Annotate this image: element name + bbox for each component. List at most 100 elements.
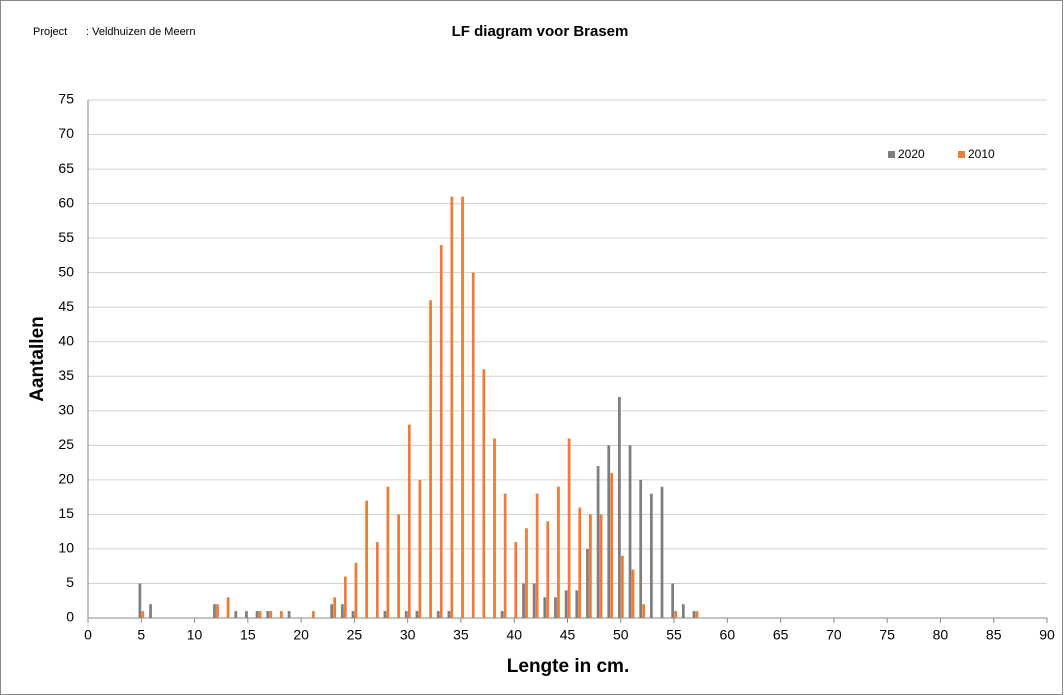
bar — [141, 611, 145, 618]
bar — [461, 196, 464, 618]
bar — [639, 479, 643, 618]
bar — [546, 521, 550, 618]
bar — [471, 272, 475, 618]
x-axis-label: Lengte in cm. — [507, 656, 629, 677]
y-tick-label: 55 — [58, 229, 74, 245]
bar — [269, 611, 273, 618]
bar — [255, 611, 259, 618]
x-tick-label: 80 — [933, 627, 949, 643]
bar — [340, 604, 344, 618]
bar — [418, 479, 422, 618]
legend-swatch — [888, 151, 895, 158]
bar — [695, 611, 699, 618]
bar — [447, 611, 451, 618]
chart-title: LF diagram voor Brasem — [452, 23, 629, 40]
bar — [436, 611, 440, 618]
x-tick-label: 85 — [986, 627, 1002, 643]
bar — [397, 514, 400, 618]
y-tick-label: 15 — [58, 505, 74, 521]
y-tick-label: 5 — [66, 574, 74, 590]
x-tick-label: 40 — [506, 627, 522, 643]
legend-label: 2010 — [968, 147, 995, 161]
bar — [532, 583, 536, 618]
y-tick-label: 45 — [58, 298, 74, 314]
bar — [354, 562, 358, 618]
bar — [429, 300, 432, 618]
bar — [407, 424, 411, 618]
x-tick-label: 65 — [773, 627, 789, 643]
y-tick-label: 65 — [58, 160, 74, 176]
x-tick-label: 25 — [347, 627, 363, 643]
x-tick-label: 0 — [84, 627, 92, 643]
x-tick-label: 20 — [293, 627, 309, 643]
bar — [415, 611, 419, 618]
legend-swatch — [958, 151, 965, 158]
bar — [564, 590, 568, 618]
bar — [375, 542, 379, 618]
bar — [280, 611, 283, 618]
bar — [365, 500, 369, 618]
bar — [404, 611, 408, 618]
bar — [386, 486, 390, 618]
bar — [607, 445, 611, 618]
bar — [258, 611, 262, 618]
bar — [567, 438, 571, 618]
bar — [213, 604, 216, 618]
x-tick-label: 55 — [666, 627, 682, 643]
bar — [287, 611, 291, 618]
y-tick-label: 25 — [58, 436, 74, 452]
bar — [245, 611, 248, 618]
bar — [681, 604, 685, 618]
bar — [586, 548, 589, 618]
y-tick-label: 50 — [58, 263, 74, 279]
bar — [692, 611, 696, 618]
y-tick-label: 75 — [58, 91, 74, 107]
bar — [596, 466, 600, 618]
bar — [439, 245, 443, 619]
bar — [500, 611, 504, 618]
bar — [628, 445, 632, 618]
x-tick-label: 75 — [879, 627, 895, 643]
bar — [522, 583, 525, 618]
bar — [620, 555, 624, 618]
bar — [330, 604, 334, 618]
y-tick-label: 20 — [58, 471, 74, 487]
bar — [557, 486, 560, 618]
bar — [543, 597, 547, 618]
x-tick-label: 10 — [187, 627, 203, 643]
x-tick-label: 70 — [826, 627, 842, 643]
bar — [138, 583, 142, 618]
bar — [599, 514, 603, 618]
bar — [351, 611, 355, 618]
x-tick-label: 35 — [453, 627, 469, 643]
bar — [226, 597, 230, 618]
y-tick-label: 0 — [66, 609, 74, 625]
y-tick-label: 35 — [58, 367, 74, 383]
bar — [514, 542, 518, 618]
legend-label: 2020 — [898, 147, 925, 161]
bar — [450, 196, 454, 618]
bar — [554, 597, 557, 618]
y-tick-label: 10 — [58, 540, 74, 556]
y-tick-label: 70 — [58, 125, 74, 141]
x-tick-label: 15 — [240, 627, 256, 643]
y-tick-label: 60 — [58, 194, 74, 210]
y-tick-label: 30 — [58, 402, 74, 418]
x-tick-label: 60 — [720, 627, 736, 643]
bar — [234, 611, 238, 618]
x-tick-label: 30 — [400, 627, 416, 643]
bar — [216, 604, 219, 618]
bar — [610, 472, 614, 618]
bar — [535, 493, 539, 618]
project-label: Project — [33, 26, 67, 38]
bar — [503, 493, 507, 618]
y-tick-label: 40 — [58, 332, 74, 348]
bar — [660, 486, 664, 618]
project-name: : Veldhuizen de Meern — [86, 26, 195, 38]
bar — [575, 590, 579, 618]
bar — [578, 507, 582, 618]
bar — [311, 611, 315, 618]
bar — [674, 611, 678, 618]
